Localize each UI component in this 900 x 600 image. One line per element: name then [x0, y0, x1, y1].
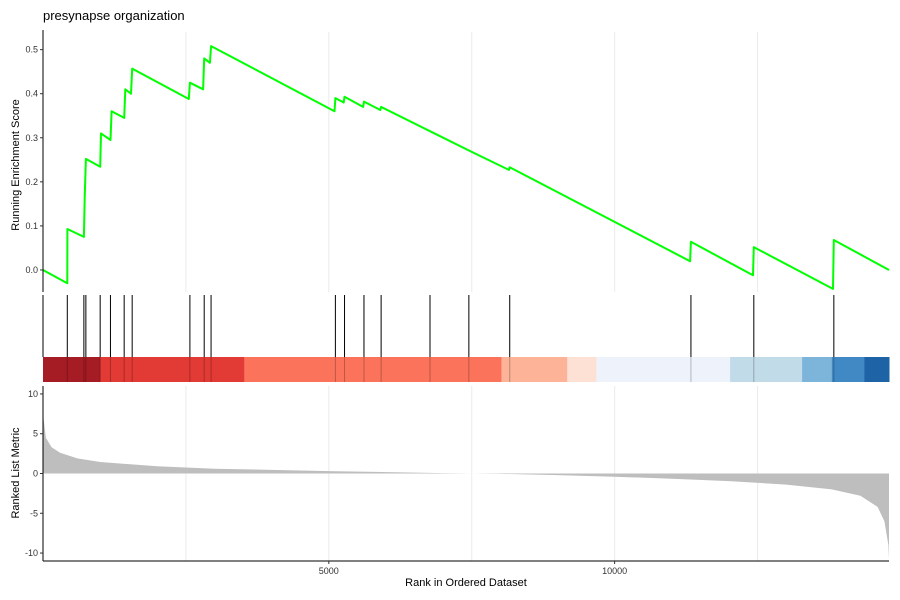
y-tick-label-top: 0.4	[25, 89, 38, 99]
heat-bar-segment	[100, 357, 245, 382]
heat-bar-segment	[43, 357, 101, 382]
heat-bar-segment	[244, 357, 502, 382]
x-tick-label: 5000	[319, 566, 339, 576]
y-tick-label-bottom: 5	[33, 429, 38, 439]
heat-bar-segment	[596, 357, 731, 382]
axes: 0.0 0.1 0.2 0.3 0.4 0.5 10 5 0 -5 -10 5000 10000	[25, 30, 889, 576]
ranked-metric-panel	[43, 413, 889, 560]
heat-bar-segment	[567, 357, 597, 382]
y-axis-label-bottom: Ranked List Metric	[10, 427, 22, 519]
y-tick-label-top: 0.5	[25, 45, 38, 55]
gene-hit-markers	[42, 295, 835, 357]
gridlines	[185, 32, 759, 561]
running-enrichment-score-line	[42, 45, 890, 290]
heat-bar-segment	[501, 357, 568, 382]
y-tick-label-bottom: 10	[28, 389, 38, 399]
heat-bar-segment	[831, 357, 865, 382]
heat-bar-segment	[730, 357, 803, 382]
y-tick-label-top: 0.0	[25, 265, 38, 275]
heat-bar-segment	[802, 357, 833, 382]
y-tick-label-top: 0.2	[25, 177, 38, 187]
y-tick-label-bottom: -5	[30, 508, 38, 518]
enrichment-score-panel	[42, 45, 890, 290]
x-axis-label: Rank in Ordered Dataset	[405, 577, 527, 589]
y-tick-label-bottom: 0	[33, 469, 38, 479]
heat-bar-segment	[864, 357, 890, 382]
y-axis-label-top: Running Enrichment Score	[10, 99, 22, 230]
x-tick-label: 10000	[602, 566, 627, 576]
y-tick-label-top: 0.3	[25, 133, 38, 143]
rank-heat-bar	[43, 357, 890, 382]
ranked-list-metric-area	[43, 413, 889, 560]
y-tick-label-bottom: -10	[25, 548, 38, 558]
chart-title: presynapse organization	[43, 8, 185, 23]
y-tick-label-top: 0.1	[25, 221, 38, 231]
